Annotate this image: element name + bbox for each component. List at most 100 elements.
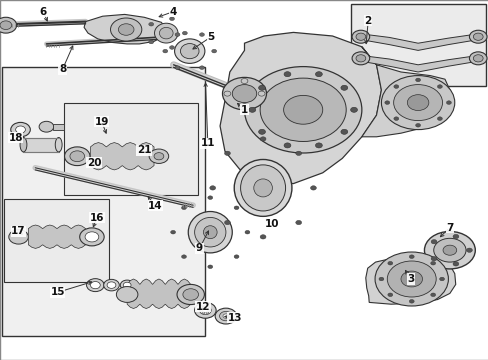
Circle shape xyxy=(215,308,236,324)
Circle shape xyxy=(224,151,230,156)
Circle shape xyxy=(424,231,474,269)
Circle shape xyxy=(200,309,203,311)
Circle shape xyxy=(11,122,30,137)
Circle shape xyxy=(244,67,361,153)
Circle shape xyxy=(177,284,204,305)
Text: 16: 16 xyxy=(89,213,104,223)
Circle shape xyxy=(295,220,301,225)
Circle shape xyxy=(437,85,442,88)
Circle shape xyxy=(340,85,347,90)
Circle shape xyxy=(258,129,265,134)
Ellipse shape xyxy=(240,165,285,211)
Circle shape xyxy=(295,151,301,156)
Circle shape xyxy=(340,129,347,134)
Circle shape xyxy=(222,77,266,110)
Circle shape xyxy=(351,30,369,43)
Circle shape xyxy=(415,123,420,127)
Circle shape xyxy=(310,186,316,190)
Circle shape xyxy=(244,230,249,234)
Circle shape xyxy=(209,186,215,190)
Circle shape xyxy=(430,257,436,261)
Ellipse shape xyxy=(20,138,27,152)
Circle shape xyxy=(0,17,17,33)
Circle shape xyxy=(205,307,208,309)
Circle shape xyxy=(248,107,255,112)
Circle shape xyxy=(378,277,383,281)
Ellipse shape xyxy=(188,211,232,253)
Ellipse shape xyxy=(55,138,62,152)
Circle shape xyxy=(183,289,198,300)
Circle shape xyxy=(211,49,216,53)
Bar xyxy=(53,124,63,130)
Ellipse shape xyxy=(180,44,199,59)
Bar xyxy=(23,138,59,152)
Circle shape xyxy=(120,280,134,290)
Circle shape xyxy=(181,255,186,258)
Ellipse shape xyxy=(194,217,225,247)
Circle shape xyxy=(433,238,465,262)
Bar xyxy=(63,103,198,195)
Circle shape xyxy=(207,196,212,199)
Circle shape xyxy=(234,255,239,258)
Text: 14: 14 xyxy=(148,201,163,211)
Circle shape xyxy=(472,33,482,40)
Circle shape xyxy=(148,22,153,26)
Circle shape xyxy=(232,85,256,103)
Text: 10: 10 xyxy=(264,219,279,229)
Text: 21: 21 xyxy=(137,145,151,156)
Circle shape xyxy=(16,126,25,133)
Text: 15: 15 xyxy=(50,287,65,297)
Circle shape xyxy=(468,52,486,65)
Bar xyxy=(4,199,109,282)
Ellipse shape xyxy=(253,179,272,197)
Circle shape xyxy=(103,279,119,291)
Text: 20: 20 xyxy=(86,158,101,168)
Circle shape xyxy=(194,302,216,318)
Text: 1: 1 xyxy=(241,105,247,115)
Text: 13: 13 xyxy=(227,312,242,323)
Circle shape xyxy=(393,117,398,121)
Circle shape xyxy=(315,143,322,148)
Circle shape xyxy=(9,230,28,244)
Circle shape xyxy=(90,282,100,289)
Polygon shape xyxy=(127,279,190,309)
Circle shape xyxy=(148,40,153,44)
Ellipse shape xyxy=(154,23,178,43)
Circle shape xyxy=(199,306,211,315)
Circle shape xyxy=(202,312,204,314)
Text: 9: 9 xyxy=(196,243,203,253)
Circle shape xyxy=(39,121,54,132)
Text: 4: 4 xyxy=(169,6,177,17)
Circle shape xyxy=(393,85,398,88)
Circle shape xyxy=(241,104,247,109)
Circle shape xyxy=(381,76,454,130)
Text: 11: 11 xyxy=(200,138,215,148)
Circle shape xyxy=(446,101,450,104)
Circle shape xyxy=(241,78,247,84)
Circle shape xyxy=(408,300,413,303)
Circle shape xyxy=(452,234,458,239)
Ellipse shape xyxy=(234,159,291,216)
Circle shape xyxy=(442,245,456,255)
Circle shape xyxy=(430,239,436,244)
Circle shape xyxy=(219,311,232,321)
Circle shape xyxy=(439,277,444,281)
Circle shape xyxy=(350,107,357,112)
Circle shape xyxy=(472,55,482,62)
Text: 8: 8 xyxy=(59,64,66,74)
Polygon shape xyxy=(220,32,381,184)
Circle shape xyxy=(182,31,187,35)
Circle shape xyxy=(258,85,265,90)
Circle shape xyxy=(207,309,210,311)
Circle shape xyxy=(466,248,471,252)
Polygon shape xyxy=(84,14,166,44)
Circle shape xyxy=(149,149,168,163)
Text: 6: 6 xyxy=(40,6,46,17)
Circle shape xyxy=(170,230,175,234)
Circle shape xyxy=(283,95,322,124)
Circle shape xyxy=(169,17,174,21)
Circle shape xyxy=(169,46,174,49)
Bar xyxy=(350,4,485,86)
Circle shape xyxy=(437,117,442,121)
Circle shape xyxy=(224,220,230,225)
